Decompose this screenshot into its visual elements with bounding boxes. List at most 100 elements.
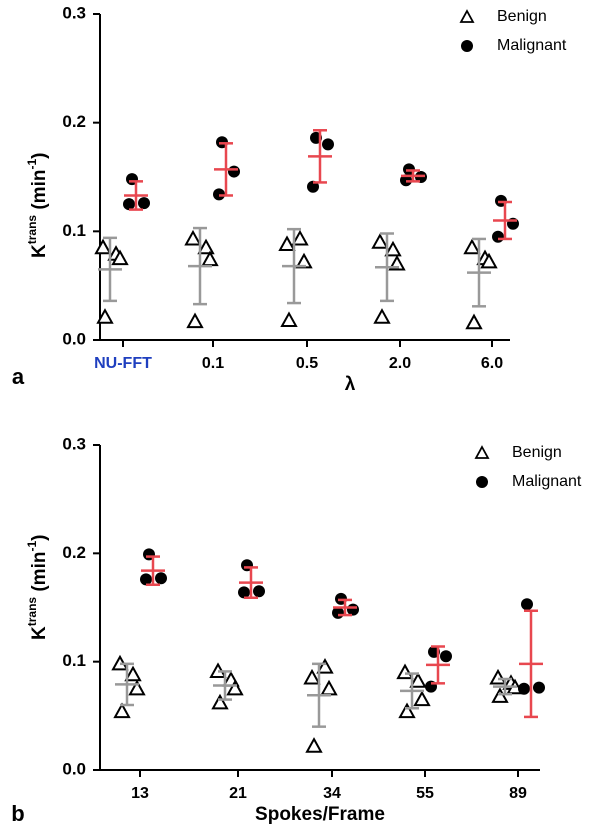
error-bar xyxy=(141,555,165,586)
error-bar xyxy=(213,670,237,701)
malignant-point xyxy=(238,586,250,599)
malignant-point xyxy=(518,682,530,695)
benign-point xyxy=(280,311,298,328)
x-tick-label: 55 xyxy=(416,785,434,802)
x-tick-label: 21 xyxy=(229,785,247,802)
x-tick-label: 6.0 xyxy=(481,355,503,372)
error-bar xyxy=(239,566,263,599)
benign-point xyxy=(111,249,129,266)
error-bar xyxy=(467,237,491,308)
y-axis-label-part: (min xyxy=(29,170,50,215)
benign-point xyxy=(94,238,112,255)
error-bar xyxy=(401,169,425,183)
error-bar xyxy=(115,662,139,707)
legend-label: Benign xyxy=(512,444,562,461)
malignant-point xyxy=(533,681,545,694)
malignant-point xyxy=(138,197,150,210)
malignant-point xyxy=(228,165,240,178)
x-tick-label: 34 xyxy=(323,785,341,802)
benign-point xyxy=(124,665,142,682)
benign-point xyxy=(197,238,215,255)
y-axis-label-part: -1 xyxy=(25,541,39,552)
y-tick-label: 0.3 xyxy=(62,434,86,453)
x-tick-label: NU-FFT xyxy=(94,355,152,372)
y-axis-label-part: trans xyxy=(25,215,39,245)
benign-point xyxy=(96,308,114,324)
panel-label: a xyxy=(12,364,25,389)
malignant-point xyxy=(307,180,319,193)
benign-point xyxy=(128,679,146,696)
y-tick-label: 0.0 xyxy=(62,759,86,778)
benign-point xyxy=(465,313,483,330)
y-tick-label: 0.2 xyxy=(62,543,86,562)
benign-point xyxy=(320,679,338,696)
error-bar xyxy=(214,142,238,197)
y-axis-label: Ktrans (min-1) xyxy=(25,153,50,258)
error-bar xyxy=(124,180,148,211)
benign-point xyxy=(201,250,219,267)
benign-point xyxy=(305,737,323,753)
error-bar xyxy=(519,609,543,719)
error-bar xyxy=(98,236,122,303)
legend-label: Malignant xyxy=(512,473,582,490)
error-bar xyxy=(493,677,517,696)
malignant-point xyxy=(440,650,452,663)
x-axis-label: Spokes/Frame xyxy=(255,804,385,825)
y-axis-label-part: ) xyxy=(29,535,50,541)
benign-point xyxy=(398,702,416,719)
benign-point xyxy=(396,663,414,680)
x-axis-label: λ xyxy=(345,374,356,395)
panel-label: b xyxy=(11,801,24,826)
benign-point xyxy=(291,229,309,246)
benign-point xyxy=(463,238,481,255)
legend-label: Malignant xyxy=(497,37,567,54)
benign-point xyxy=(371,233,389,249)
legend-marker xyxy=(476,476,488,488)
benign-point xyxy=(278,235,296,251)
benign-point xyxy=(186,312,204,329)
y-axis-label-part: -1 xyxy=(25,159,39,170)
benign-point xyxy=(226,679,244,696)
x-tick-label: 89 xyxy=(509,785,527,802)
benign-point xyxy=(373,308,391,324)
y-axis-label-part: K xyxy=(29,626,50,640)
error-bar xyxy=(307,662,331,728)
malignant-point xyxy=(123,198,135,211)
legend-label: Benign xyxy=(497,8,547,25)
malignant-point xyxy=(322,138,334,151)
error-bar xyxy=(282,227,306,305)
x-tick-label: 0.1 xyxy=(202,355,224,372)
error-bar xyxy=(333,598,357,617)
malignant-point xyxy=(253,585,265,598)
legend-marker xyxy=(461,40,473,52)
error-bar xyxy=(400,672,424,710)
error-bar xyxy=(188,226,212,306)
malignant-point xyxy=(140,573,152,586)
x-tick-label: 0.5 xyxy=(296,355,318,372)
y-axis-label-part: ) xyxy=(29,153,50,159)
benign-point xyxy=(211,693,229,710)
error-bar xyxy=(308,129,332,184)
malignant-point xyxy=(521,598,533,611)
error-bar xyxy=(426,645,450,685)
benign-point xyxy=(413,690,431,707)
benign-point xyxy=(295,252,313,269)
y-tick-label: 0.1 xyxy=(62,221,86,240)
benign-point xyxy=(303,668,321,685)
y-tick-label: 0.2 xyxy=(62,112,86,131)
legend-marker xyxy=(459,9,475,23)
benign-point xyxy=(113,702,131,719)
error-bar xyxy=(493,200,517,241)
legend-marker xyxy=(474,445,490,459)
malignant-point xyxy=(155,572,167,585)
malignant-point xyxy=(492,230,504,243)
y-axis-label-part: (min xyxy=(29,552,50,597)
error-bar xyxy=(375,232,399,303)
benign-point xyxy=(384,240,402,257)
benign-point xyxy=(316,658,334,674)
y-axis-label-part: K xyxy=(29,244,50,258)
y-axis-label-part: trans xyxy=(25,597,39,627)
x-tick-label: 13 xyxy=(131,785,149,802)
y-tick-label: 0.1 xyxy=(62,651,86,670)
